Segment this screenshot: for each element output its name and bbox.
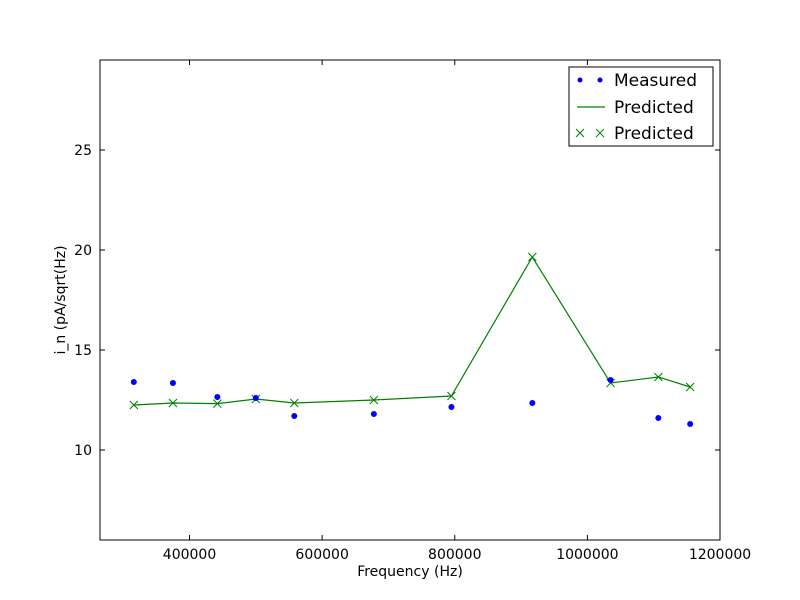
predicted-marker (527, 252, 537, 262)
x-tick-label: 600000 (295, 547, 348, 563)
predicted-marker (289, 398, 299, 408)
predicted-marker (213, 399, 222, 408)
measured-point (214, 394, 221, 400)
legend-key-measured (597, 77, 603, 83)
measured-point (291, 413, 298, 419)
y-tick-label: 15 (74, 343, 92, 359)
series-layer (129, 252, 695, 427)
legend-key-measured (577, 77, 583, 83)
legend-key-predicted-marker (575, 128, 585, 138)
y-tick-label: 20 (74, 243, 92, 259)
predicted-marker (447, 391, 456, 401)
x-tick-label: 1000000 (556, 547, 618, 563)
measured-point (130, 379, 137, 385)
legend-label-measured: Measured (614, 71, 697, 91)
y-axis-label: i_n (pA/sqrt(Hz) (53, 245, 69, 354)
predicted-marker (653, 372, 663, 382)
y-tick-label: 25 (74, 143, 92, 159)
measured-point (607, 377, 614, 383)
predicted-marker (129, 400, 139, 410)
predicted-marker (369, 395, 379, 405)
plot-frame (99, 59, 721, 541)
x-tick-label: 1200000 (689, 547, 751, 563)
measured-point (655, 415, 662, 421)
x-tick-label: 400000 (163, 547, 216, 563)
legend-label-predicted-line: Predicted (614, 98, 694, 118)
measured-point (252, 395, 259, 401)
measured-point (370, 411, 377, 417)
x-tick-label: 800000 (428, 547, 481, 563)
predicted-marker (685, 382, 695, 392)
predicted-marker (168, 398, 178, 408)
legend: Measured Predicted Predicted (568, 66, 714, 147)
x-axis-label: Frequency (Hz) (357, 564, 463, 580)
measured-point (529, 400, 536, 406)
measured-point (169, 380, 176, 386)
y-tick-label: 10 (74, 443, 92, 459)
ticks-layer: 400000 600000 800000 1000000 1200000 10 15 20 25 (74, 60, 751, 563)
legend-label-predicted-markers: Predicted (614, 124, 694, 144)
legend-key-predicted-marker (595, 128, 605, 138)
measured-point (687, 421, 694, 427)
legend-keys (575, 77, 605, 138)
measured-point (448, 404, 455, 410)
